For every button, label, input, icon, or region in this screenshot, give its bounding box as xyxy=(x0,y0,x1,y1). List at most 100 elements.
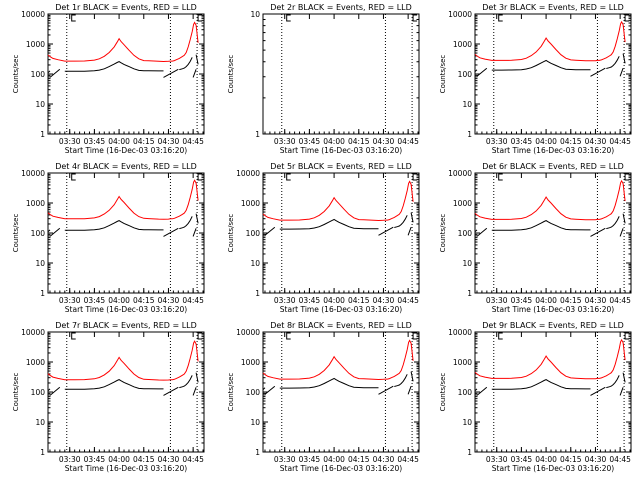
x-tick-label: 04:30 xyxy=(373,137,395,146)
y-tick-label: 10000 xyxy=(236,328,260,337)
y-tick-label: 1 xyxy=(255,130,260,139)
y-tick-label: 1000 xyxy=(453,40,472,49)
x-axis-title: Start Time (16-Dec-03 03:16:20) xyxy=(65,305,187,314)
panel-title: Det 2r BLACK = Events, RED = LLD xyxy=(270,3,412,12)
x-tick-label: 03:30 xyxy=(59,296,81,305)
x-tick-label: 04:30 xyxy=(585,296,607,305)
y-axis-title: Counts/sec xyxy=(12,55,20,94)
interval-bracket xyxy=(71,173,76,181)
x-tick-label: 04:30 xyxy=(158,296,180,305)
y-axis-title: Counts/sec xyxy=(227,373,235,412)
panel-title: Det 5r BLACK = Events, RED = LLD xyxy=(270,162,412,171)
lld-series-line xyxy=(262,180,414,222)
events-series-line xyxy=(262,371,414,395)
lld-series-line xyxy=(474,338,626,380)
y-tick-label: 10 xyxy=(35,259,45,268)
y-tick-label: 1000 xyxy=(26,358,45,367)
x-tick-label: 04:15 xyxy=(348,296,370,305)
x-tick-label: 04:00 xyxy=(535,455,557,464)
panel-title: Det 6r BLACK = Events, RED = LLD xyxy=(482,162,624,171)
events-series-line xyxy=(262,212,414,236)
lld-series-line xyxy=(47,340,199,381)
panel-title: Det 1r BLACK = Events, RED = LLD xyxy=(55,3,197,12)
x-tick-label: 04:00 xyxy=(535,296,557,305)
y-axis-title: Counts/sec xyxy=(12,214,20,253)
interval-bracket xyxy=(412,14,418,22)
x-tick-label: 04:15 xyxy=(560,296,582,305)
y-tick-label: 1000 xyxy=(26,199,45,208)
y-tick-label: 1000 xyxy=(453,199,472,208)
x-tick-label: 03:45 xyxy=(511,137,533,146)
x-tick-label: 04:45 xyxy=(609,296,631,305)
plot-frame xyxy=(47,172,205,294)
plot-frame xyxy=(474,13,632,135)
x-axis-title: Start Time (16-Dec-03 03:16:20) xyxy=(280,464,402,473)
x-tick-label: 04:15 xyxy=(348,137,370,146)
panel-8: Det 8r BLACK = Events, RED = LLD 1 10 100 10… xyxy=(227,321,420,473)
panel-6: Det 6r BLACK = Events, RED = LLD 1 10 100 10… xyxy=(439,162,632,314)
x-tick-label: 04:30 xyxy=(158,137,180,146)
y-tick-label: 10000 xyxy=(21,169,45,178)
y-tick-label: 1 xyxy=(467,448,472,457)
y-tick-label: 10 xyxy=(250,10,260,19)
x-axis-title: Start Time (16-Dec-03 03:16:20) xyxy=(280,305,402,314)
panel-title: Det 7r BLACK = Events, RED = LLD xyxy=(55,321,197,330)
interval-bracket xyxy=(498,173,503,181)
y-tick-label: 10 xyxy=(35,418,45,427)
interval-bracket xyxy=(624,14,630,22)
panel-title: Det 9r BLACK = Events, RED = LLD xyxy=(482,321,624,330)
y-axis-title: Counts/sec xyxy=(227,214,235,253)
plot-frame xyxy=(47,13,205,135)
panel-5: Det 5r BLACK = Events, RED = LLD 1 10 100 10… xyxy=(227,162,420,314)
plot-frame xyxy=(262,331,420,453)
y-tick-label: 10 xyxy=(462,418,472,427)
x-tick-label: 03:45 xyxy=(84,137,106,146)
lld-series-line xyxy=(474,179,626,221)
x-tick-label: 04:45 xyxy=(609,455,631,464)
x-tick-label: 04:30 xyxy=(158,455,180,464)
panel-1: Det 1r BLACK = Events, RED = LLD 1 10 100 10… xyxy=(12,3,205,155)
events-series-line xyxy=(474,213,626,237)
x-tick-label: 04:15 xyxy=(560,137,582,146)
x-axis-title: Start Time (16-Dec-03 03:16:20) xyxy=(65,464,187,473)
y-tick-label: 100 xyxy=(31,388,46,397)
x-tick-label: 04:30 xyxy=(585,455,607,464)
x-tick-label: 03:30 xyxy=(274,455,296,464)
panel-9: Det 9r BLACK = Events, RED = LLD 1 10 100 10… xyxy=(439,321,632,473)
interval-bracket xyxy=(286,14,291,22)
x-axis-title: Start Time (16-Dec-03 03:16:20) xyxy=(492,464,614,473)
panel-2: Det 2r BLACK = Events, RED = LLD 1 10 03:30… xyxy=(227,3,420,155)
x-tick-label: 04:15 xyxy=(133,296,155,305)
x-tick-label: 03:30 xyxy=(486,296,508,305)
x-tick-label: 03:30 xyxy=(274,137,296,146)
lld-series-line xyxy=(474,20,626,62)
x-tick-label: 04:15 xyxy=(348,455,370,464)
x-tick-label: 03:45 xyxy=(511,455,533,464)
lld-series-line xyxy=(47,179,199,220)
x-tick-label: 03:30 xyxy=(274,296,296,305)
interval-bracket xyxy=(71,14,76,22)
plot-frame xyxy=(262,172,420,294)
x-tick-label: 04:00 xyxy=(108,455,130,464)
x-tick-label: 03:45 xyxy=(511,296,533,305)
interval-bracket xyxy=(71,332,76,340)
y-tick-label: 1000 xyxy=(241,358,260,367)
interval-bracket xyxy=(412,173,418,181)
interval-bracket xyxy=(624,332,630,340)
y-axis-title: Counts/sec xyxy=(439,373,447,412)
x-tick-label: 04:00 xyxy=(323,137,345,146)
interval-bracket xyxy=(286,173,291,181)
x-tick-label: 04:45 xyxy=(182,137,204,146)
y-tick-label: 1 xyxy=(40,448,45,457)
y-axis-title: Counts/sec xyxy=(439,214,447,253)
lld-series-line xyxy=(47,21,199,63)
panel-7: Det 7r BLACK = Events, RED = LLD 1 10 100 10… xyxy=(12,321,205,473)
x-axis-title: Start Time (16-Dec-03 03:16:20) xyxy=(492,305,614,314)
panel-title: Det 8r BLACK = Events, RED = LLD xyxy=(270,321,412,330)
y-tick-label: 10 xyxy=(35,100,45,109)
plot-frame xyxy=(474,172,632,294)
y-tick-label: 100 xyxy=(246,388,261,397)
interval-bracket xyxy=(624,173,630,181)
y-tick-label: 100 xyxy=(31,229,46,238)
x-tick-label: 04:45 xyxy=(182,296,204,305)
